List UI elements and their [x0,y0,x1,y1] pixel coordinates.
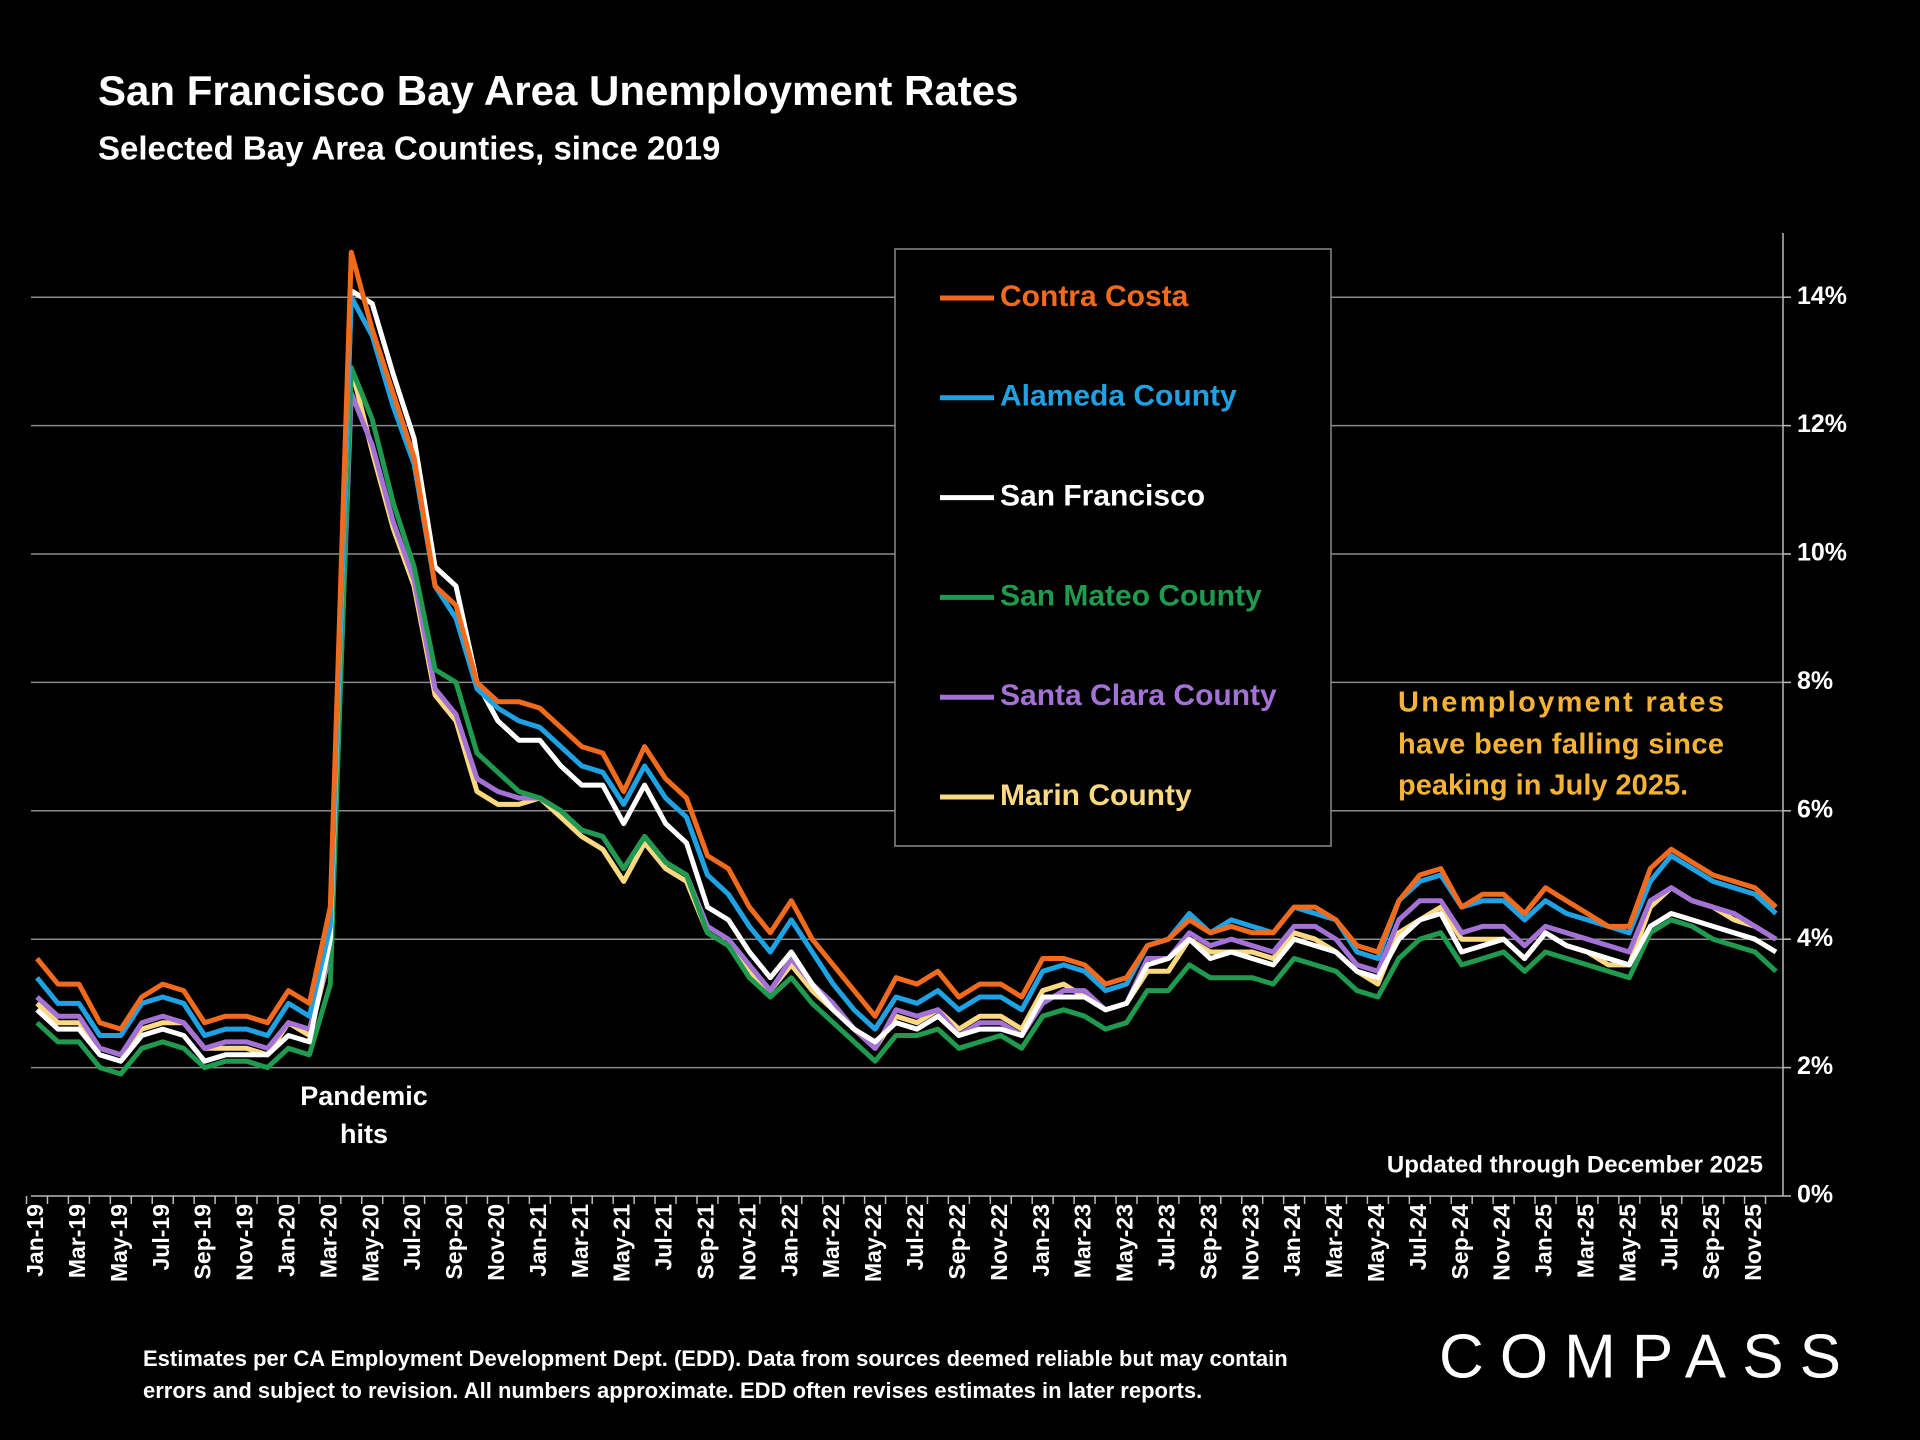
y-tick-label: 4% [1797,924,1833,952]
legend-label: Marin County [1000,779,1192,812]
event-label: hits [340,1119,388,1149]
y-tick-label: 2% [1797,1052,1833,1080]
x-tick-label: Nov-24 [1489,1204,1515,1281]
x-tick-label: Nov-21 [734,1204,760,1281]
x-tick-label: Mar-22 [818,1204,844,1278]
x-tick-label: Jan-24 [1279,1204,1305,1277]
annotation: peaking in July 2025. [1398,770,1688,802]
legend-label: Alameda County [1000,380,1237,413]
x-tick-label: Jul-21 [651,1204,677,1271]
x-tick-label: Sep-23 [1195,1204,1221,1279]
series-line [35,294,1778,1038]
x-tick-label: May-25 [1614,1204,1640,1282]
series-line [35,365,1778,1077]
legend-label: Santa Clara County [1000,679,1277,712]
annotation: Unemployment rates [1398,687,1724,719]
x-tick-label: May-19 [106,1204,132,1282]
x-tick-label: Jul-19 [148,1204,174,1270]
y-tick-label: 8% [1797,667,1833,695]
x-tick-label: Jul-22 [902,1204,928,1270]
footnote-line: errors and subject to revision. All numb… [143,1378,1202,1403]
x-tick-label: Nov-22 [986,1204,1012,1281]
x-tick-label: Jan-25 [1531,1204,1557,1277]
plot-area: 0% 2% 4% 6% 8% 10% 12% 14% Jan-19 Mar-19 May-19 Jul… [22,233,1847,1282]
y-tick-label: 10% [1797,539,1847,567]
x-tick-label: Jan-21 [525,1204,551,1277]
chart-title: San Francisco Bay Area Unemployment Rate… [98,67,1018,114]
x-tick-label: May-24 [1363,1204,1389,1282]
y-tick-label: 12% [1797,410,1847,438]
x-tick-label: Sep-20 [441,1204,467,1279]
x-tick-label: Mar-20 [315,1204,341,1278]
x-tick-label: Jan-19 [22,1204,48,1277]
y-tick-label: 14% [1797,282,1847,310]
x-tick-label: Jul-20 [399,1204,425,1270]
legend-label: San Francisco [1000,480,1205,513]
legend-box [894,248,1332,847]
legend-label: Contra Costa [1000,280,1189,313]
x-tick-label: Jan-22 [776,1204,802,1277]
x-tick-label: Nov-25 [1740,1204,1766,1281]
x-tick-label: Sep-24 [1447,1204,1473,1280]
x-tick-label: Sep-21 [693,1204,719,1280]
updated-note: Updated through December 2025 [1387,1151,1763,1178]
series-line [35,288,1778,1064]
x-tick-label: Sep-25 [1698,1204,1724,1280]
x-tick-label: May-23 [1112,1204,1138,1282]
event-label: Pandemic [300,1081,428,1111]
x-tick-label: Mar-25 [1573,1204,1599,1278]
x-tick-label: Jan-20 [273,1204,299,1277]
x-tick-label: Nov-19 [232,1204,258,1281]
annotation: have been falling since [1398,729,1724,761]
y-tick-label: 6% [1797,795,1833,823]
x-tick-label: May-20 [357,1204,383,1282]
x-tick-label: Mar-23 [1070,1204,1096,1278]
x-tick-label: Sep-19 [190,1204,216,1279]
x-tick-label: Mar-21 [567,1204,593,1278]
x-tick-label: Jul-25 [1656,1204,1682,1271]
legend-label: San Mateo County [1000,579,1262,612]
x-tick-label: Jan-23 [1028,1204,1054,1277]
y-tick-label: 0% [1797,1181,1833,1209]
x-tick-label: Mar-19 [64,1204,90,1278]
x-tick-label: Nov-20 [483,1204,509,1281]
series-line [35,249,1778,1032]
x-tick-label: Nov-23 [1237,1204,1263,1281]
footnote-line: Estimates per CA Employment Development … [143,1346,1288,1371]
brand-logo: COMPASS [1439,1322,1841,1391]
x-tick-label: May-21 [609,1204,635,1282]
x-tick-label: Jul-23 [1153,1204,1179,1270]
x-tick-label: Jul-24 [1405,1204,1431,1271]
x-tick-label: Mar-24 [1321,1204,1347,1278]
chart-subtitle: Selected Bay Area Counties, since 2019 [98,130,720,167]
x-tick-label: May-22 [860,1204,886,1282]
x-tick-label: Sep-22 [944,1204,970,1279]
